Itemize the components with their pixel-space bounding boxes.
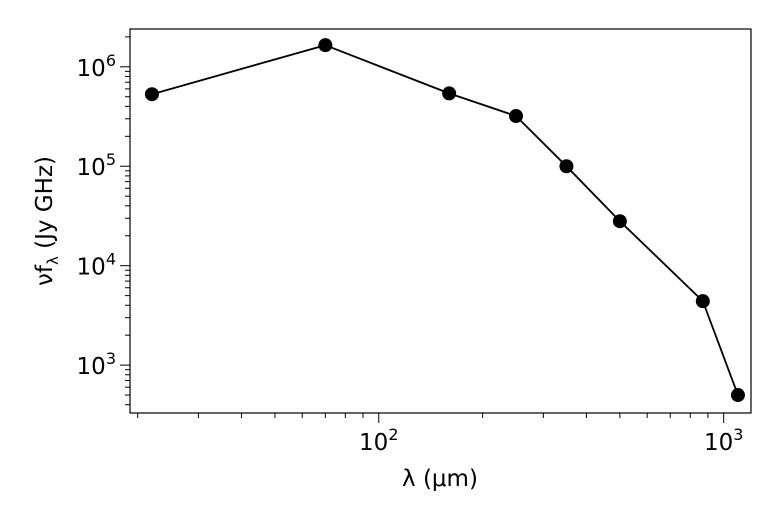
y-tick-label: 106: [77, 51, 116, 82]
y-axis-label-main: νf: [32, 264, 58, 286]
y-axis-label: νfλ (Jy GHz): [32, 156, 62, 286]
plot-area: [129, 28, 752, 414]
data-point: [144, 87, 159, 102]
x-axis-label: λ (μm): [402, 466, 478, 492]
y-tick-label: 104: [77, 250, 116, 281]
x-tick-label: 102: [359, 425, 398, 456]
y-tick-label: 103: [77, 349, 116, 380]
y-axis-label-sub: λ: [44, 256, 62, 265]
data-point: [695, 294, 710, 309]
y-axis-label-unit: (Jy GHz): [32, 156, 58, 256]
data-point: [318, 38, 333, 53]
series-layer: [144, 38, 745, 403]
data-point: [509, 109, 524, 124]
data-point: [442, 86, 457, 101]
data-point: [559, 159, 574, 174]
x-tick-label: 103: [704, 425, 743, 456]
series-line: [151, 44, 739, 396]
y-tick-label: 105: [77, 150, 116, 181]
data-point: [612, 214, 627, 229]
x-axis: 102 103: [137, 413, 743, 456]
y-axis: 103 104 105 106: [77, 36, 130, 406]
data-point: [730, 388, 745, 403]
